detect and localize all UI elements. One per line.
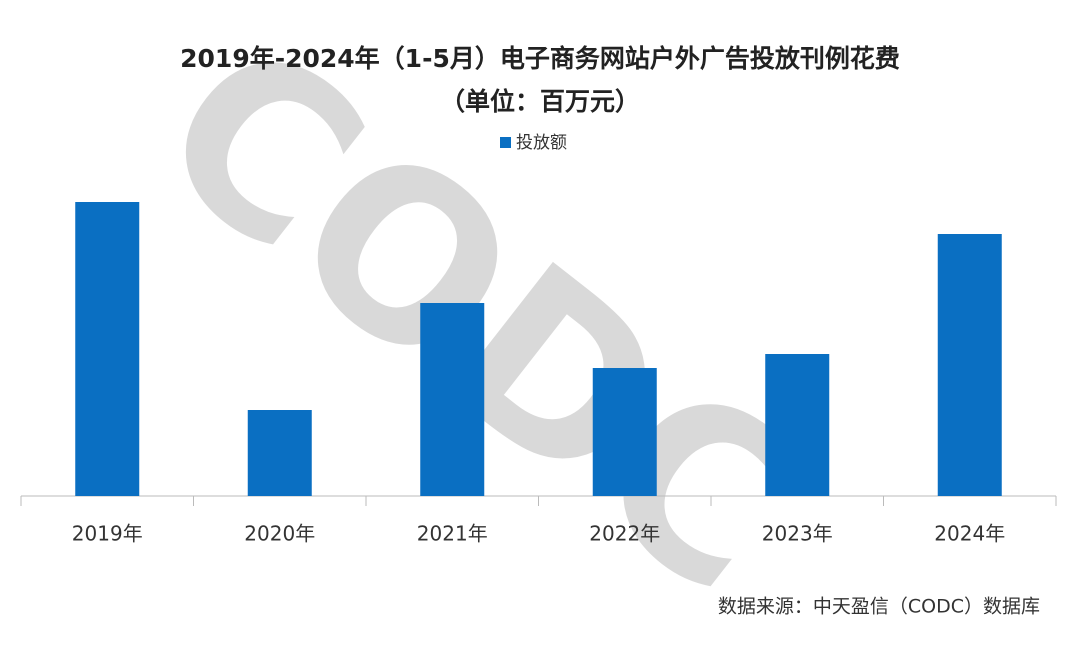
bar xyxy=(592,368,657,496)
x-tick-label: 2021年 xyxy=(417,522,488,546)
bar xyxy=(420,303,485,496)
x-tick-label: 2019年 xyxy=(72,522,143,546)
bar xyxy=(937,234,1002,496)
x-tick-label: 2023年 xyxy=(762,522,833,546)
bar xyxy=(247,410,312,496)
legend-swatch xyxy=(500,137,511,148)
chart-subtitle: （单位：百万元） xyxy=(440,87,640,116)
source-note: 数据来源：中天盈信（CODC）数据库 xyxy=(718,596,1040,618)
x-tick-label: 2022年 xyxy=(589,522,660,546)
x-tick-label: 2024年 xyxy=(934,522,1005,546)
x-tick-label: 2020年 xyxy=(244,522,315,546)
legend-label: 投放额 xyxy=(516,133,567,153)
bar xyxy=(765,354,830,496)
bar xyxy=(75,202,140,496)
chart-title: 2019年-2024年（1-5月）电子商务网站户外广告投放刊例花费 xyxy=(180,44,900,73)
